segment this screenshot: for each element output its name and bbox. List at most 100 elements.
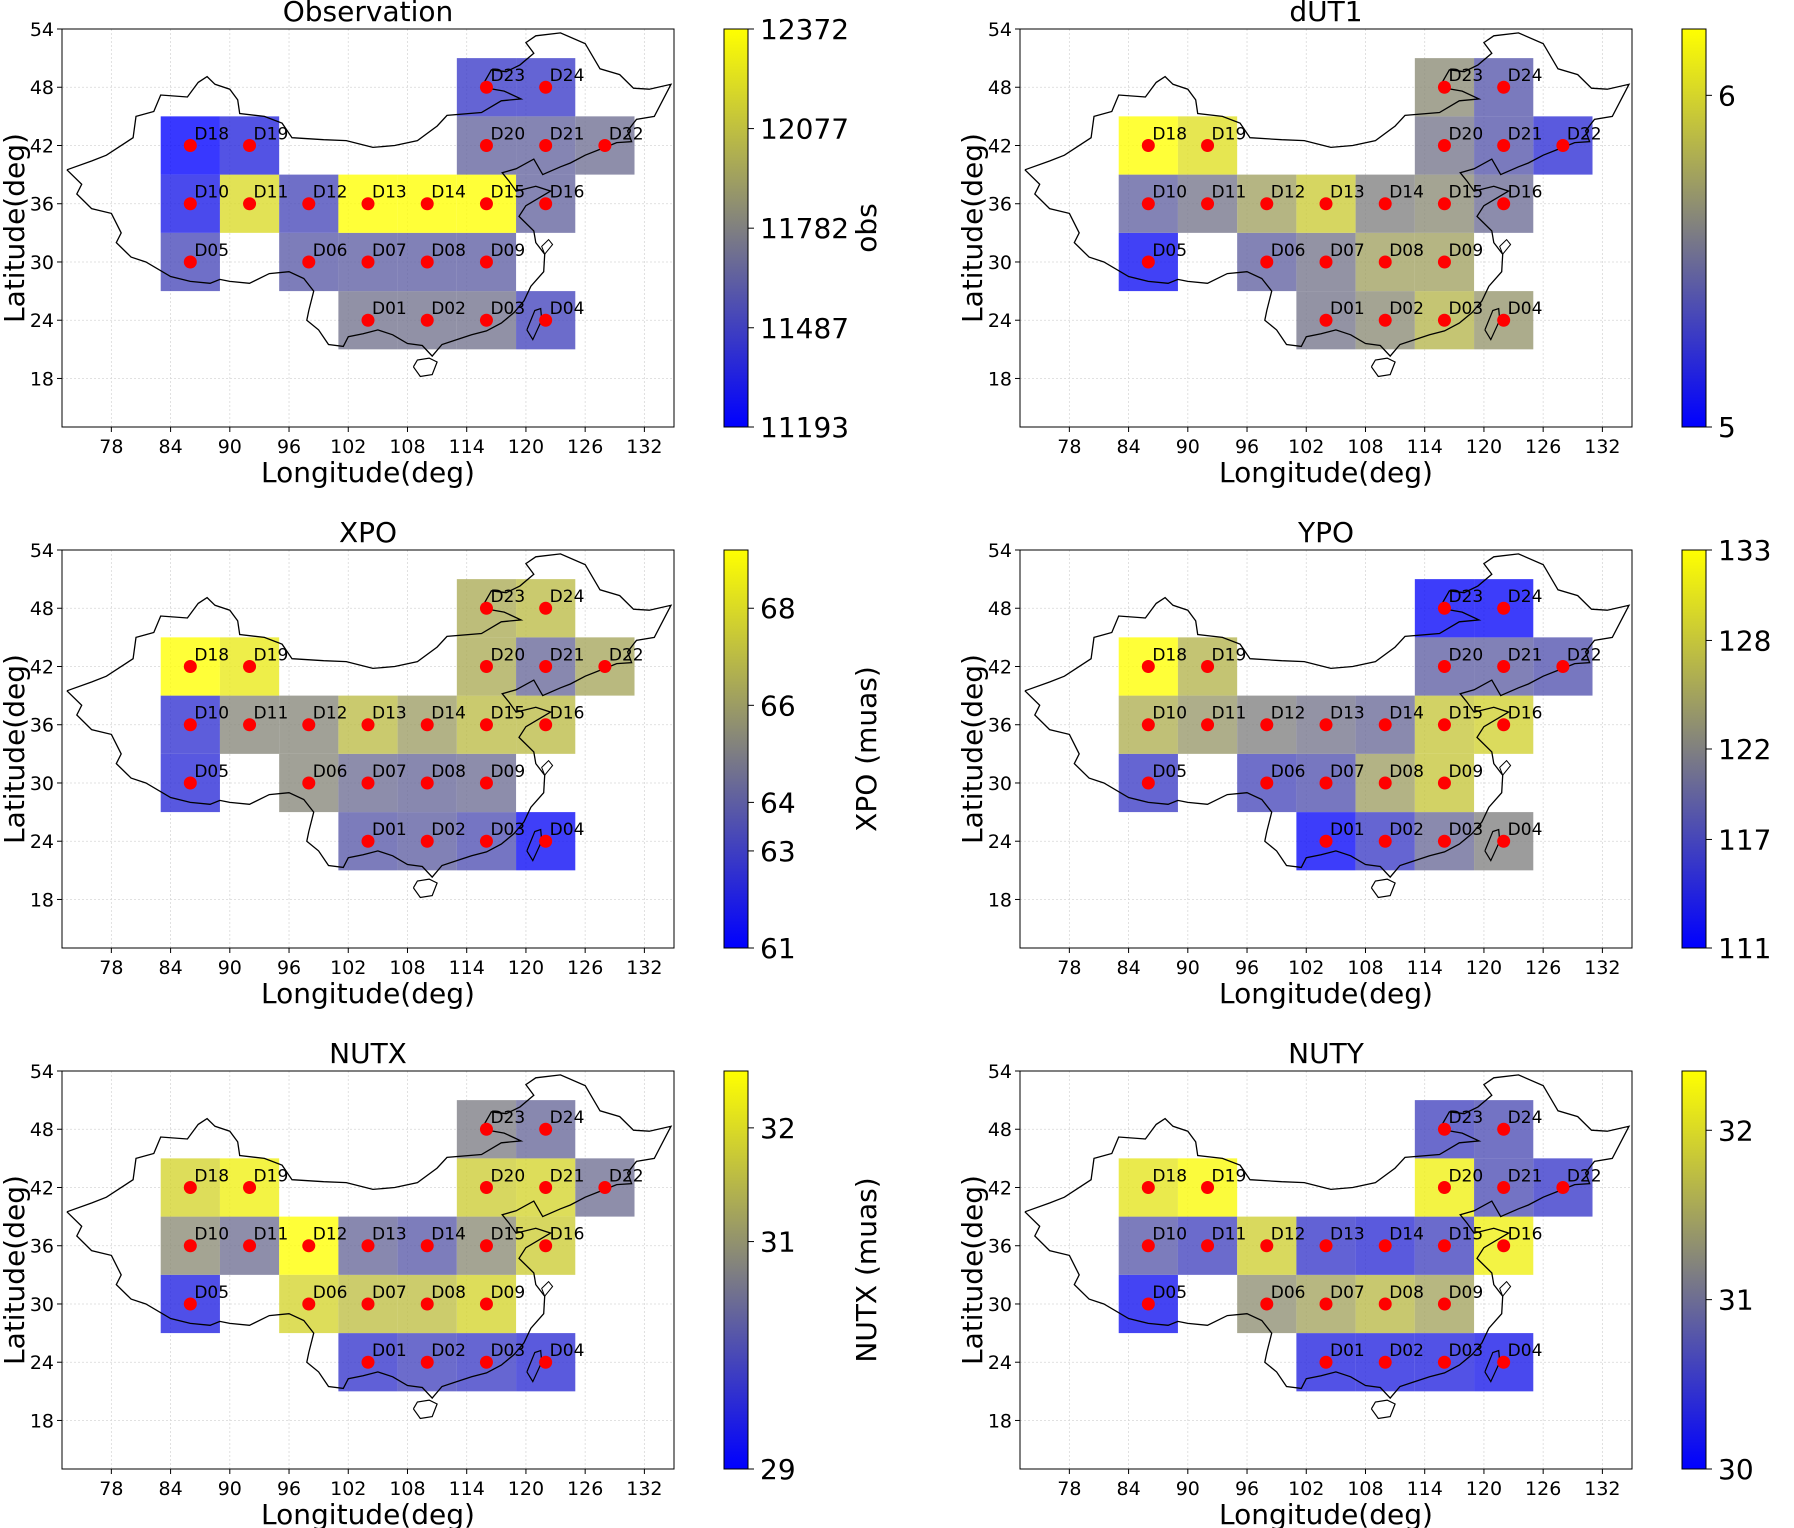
colorbar-tick-label: 133 [1718, 534, 1771, 567]
station-label: D24 [550, 66, 585, 86]
station-label: D23 [490, 587, 525, 607]
panel-title: NUTX [329, 1037, 407, 1070]
station-label: D11 [1212, 183, 1247, 203]
station-label: D20 [490, 1166, 525, 1186]
country-outline [66, 32, 673, 358]
colorbar-tick-label: 30 [1718, 1453, 1754, 1486]
station-marker-d01 [361, 834, 375, 848]
station-marker-d03 [479, 834, 493, 848]
station-marker-d01 [1319, 313, 1333, 327]
x-tick-label: 108 [1347, 1478, 1383, 1500]
x-tick-label: 84 [158, 1478, 182, 1500]
station-label: D07 [372, 762, 407, 782]
x-tick-label: 114 [1407, 957, 1443, 979]
station-marker-d20 [479, 659, 493, 673]
station-label: D08 [1389, 1283, 1424, 1303]
station-marker-d21 [539, 1180, 553, 1194]
x-tick-label: 108 [1347, 436, 1383, 458]
y-tick-label: 30 [988, 252, 1012, 274]
x-tick-label: 114 [449, 957, 485, 979]
station-marker-d22 [598, 659, 612, 673]
station-label: D09 [1448, 1283, 1483, 1303]
station-label: D22 [1567, 124, 1602, 144]
station-marker-d12 [1260, 197, 1274, 211]
station-label: D23 [1448, 587, 1483, 607]
station-marker-d07 [361, 1297, 375, 1311]
station-marker-d08 [1378, 1297, 1392, 1311]
station-marker-d09 [479, 1297, 493, 1311]
station-label: D06 [1271, 241, 1306, 261]
station-marker-d07 [1319, 1297, 1333, 1311]
x-tick-label: 84 [1116, 436, 1140, 458]
colorbar-tick-label: 122 [1718, 733, 1771, 766]
station-marker-d09 [479, 255, 493, 269]
station-marker-d03 [479, 1355, 493, 1369]
island-outline [1370, 878, 1396, 899]
station-label: D02 [1389, 820, 1424, 840]
colorbar: 68 66 64 63 61 XPO (muas) [723, 549, 883, 965]
station-label: D22 [609, 124, 644, 144]
station-marker-d16 [1497, 197, 1511, 211]
station-marker-d16 [1497, 1239, 1511, 1253]
island-outline [1484, 307, 1501, 341]
map-panel-nutx: D01 D02 D03 D04 D05 D06 D07 D08 D09 D10 D11 D12 D13 D… [0, 1037, 883, 1528]
station-label: D02 [1389, 299, 1424, 319]
station-marker-d19 [1201, 1180, 1215, 1194]
station-label: D10 [1152, 1225, 1187, 1245]
station-label: D16 [550, 1225, 585, 1245]
station-marker-d05 [1141, 1297, 1155, 1311]
plot-frame [61, 549, 675, 949]
x-tick-label: 84 [1116, 957, 1140, 979]
station-label: D05 [1152, 762, 1187, 782]
plot-frame [61, 28, 675, 428]
station-marker-d23 [1437, 80, 1451, 94]
station-marker-d15 [479, 718, 493, 732]
station-label: D15 [1448, 1225, 1483, 1245]
x-tick-label: 120 [1466, 957, 1502, 979]
y-tick-label: 54 [988, 19, 1012, 41]
x-tick-label: 84 [158, 957, 182, 979]
station-marker-d02 [420, 313, 434, 327]
map-panel-observation: D01 D02 D03 D04 D05 D06 D07 D08 D09 D10 D11 D12 D13 D… [0, 0, 883, 489]
x-tick-label: 102 [1288, 436, 1324, 458]
station-label: D15 [1448, 704, 1483, 724]
station-label: D20 [1448, 1166, 1483, 1186]
station-marker-d07 [1319, 776, 1333, 790]
station-marker-d03 [1437, 313, 1451, 327]
station-marker-d21 [539, 659, 553, 673]
station-label: D07 [1330, 762, 1365, 782]
colorbar-gradient [1681, 28, 1707, 428]
station-marker-d11 [1201, 718, 1215, 732]
station-label: D10 [194, 1225, 229, 1245]
x-tick-label: 120 [1466, 1478, 1502, 1500]
station-marker-d02 [420, 834, 434, 848]
station-label: D12 [313, 1225, 348, 1245]
x-tick-label: 126 [1525, 436, 1561, 458]
station-marker-d07 [1319, 255, 1333, 269]
station-label: D04 [550, 820, 585, 840]
station-label: D06 [313, 241, 348, 261]
colorbar-tick-label: 31 [1718, 1284, 1754, 1317]
station-marker-d09 [1437, 1297, 1451, 1311]
x-tick-label: 78 [1057, 1478, 1081, 1500]
island-outline [526, 1349, 543, 1383]
station-label: D01 [372, 820, 407, 840]
station-marker-d22 [598, 1180, 612, 1194]
station-marker-d18 [1141, 1180, 1155, 1194]
station-label: D11 [254, 1225, 289, 1245]
station-marker-d03 [1437, 1355, 1451, 1369]
station-marker-d23 [479, 1122, 493, 1136]
station-label: D03 [490, 820, 525, 840]
coast-outline [1499, 1280, 1512, 1297]
station-label: D04 [1508, 820, 1543, 840]
station-label: D21 [1508, 645, 1543, 665]
x-axis-label: Longitude(deg) [1219, 1498, 1433, 1528]
station-marker-d04 [1497, 1355, 1511, 1369]
station-label: D02 [431, 1341, 466, 1361]
station-label: D08 [1389, 241, 1424, 261]
x-tick-label: 108 [389, 436, 425, 458]
station-marker-d12 [1260, 718, 1274, 732]
station-marker-d08 [420, 255, 434, 269]
station-marker-d07 [361, 255, 375, 269]
panel-title: XPO [339, 516, 397, 549]
